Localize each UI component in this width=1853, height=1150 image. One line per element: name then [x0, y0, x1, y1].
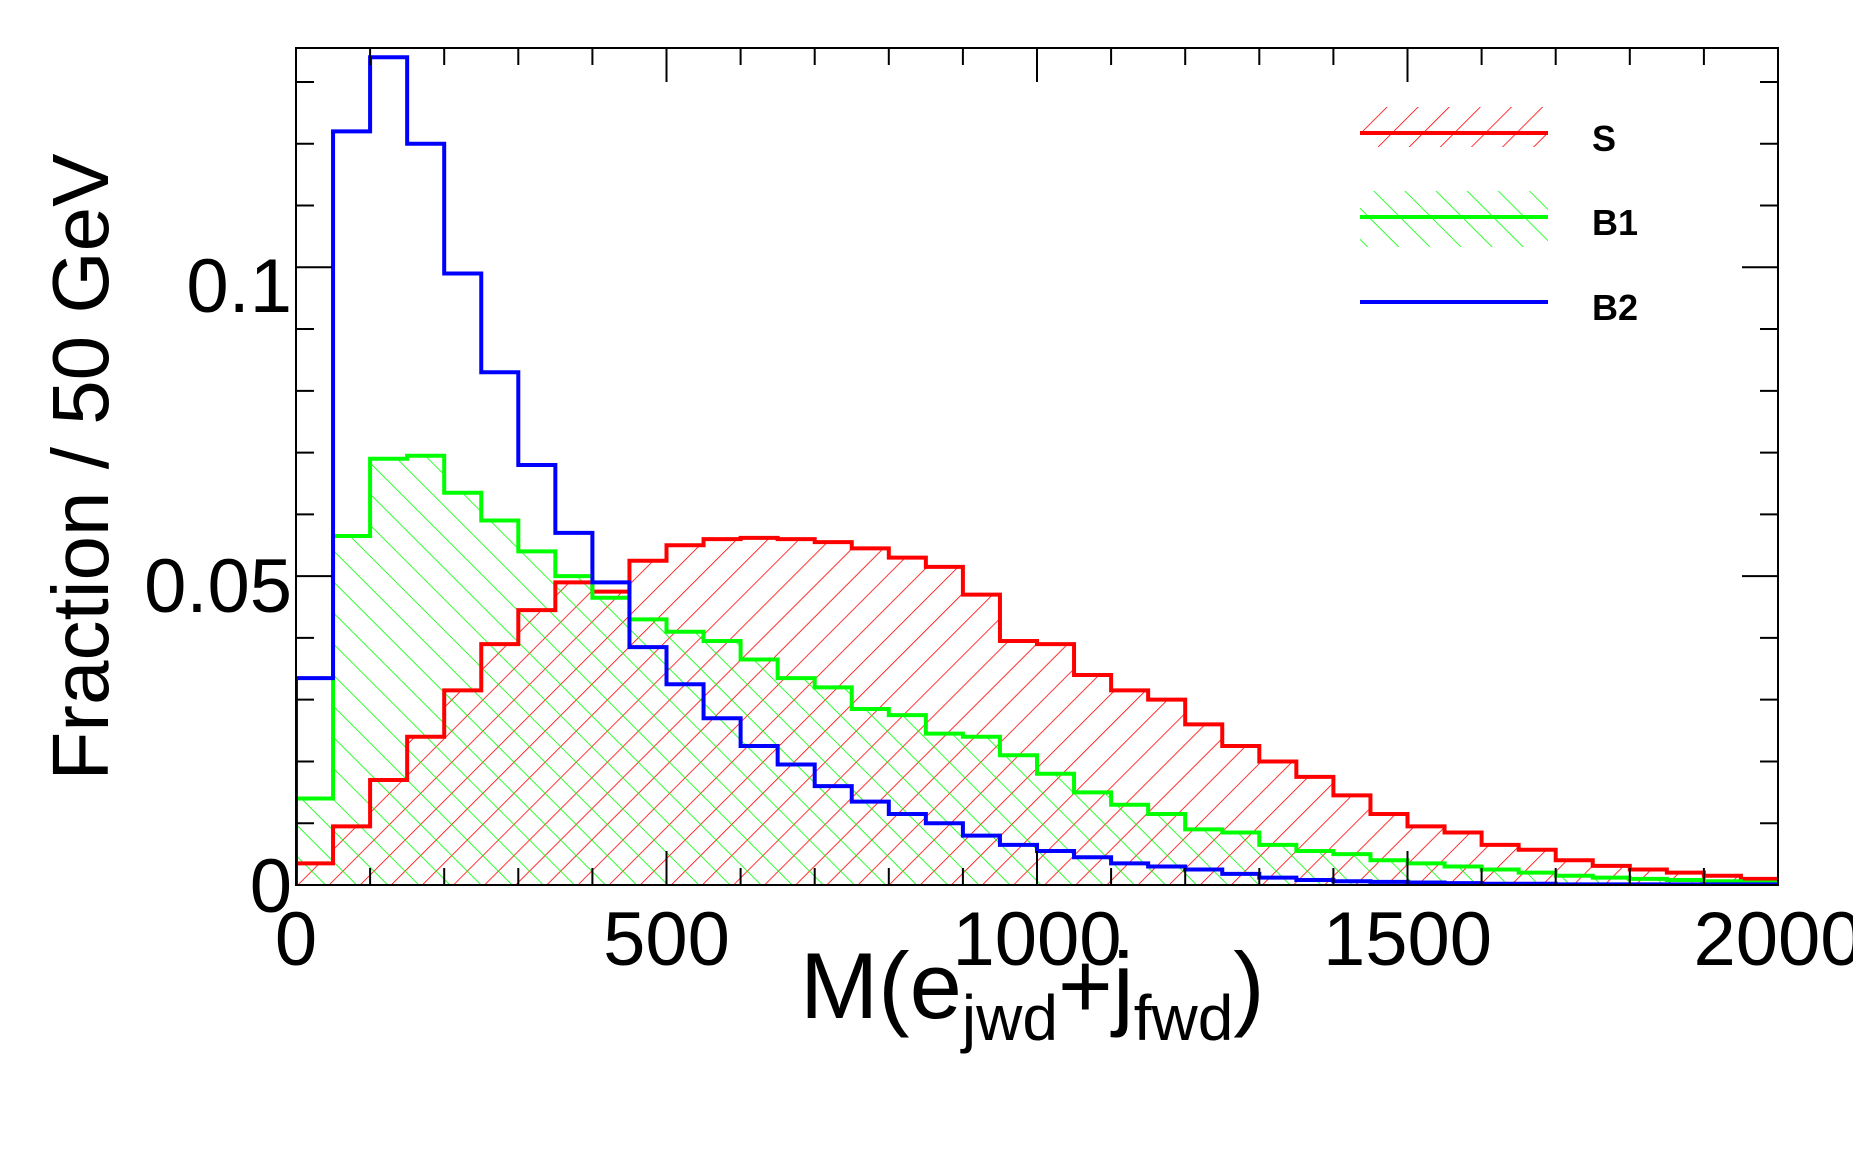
x-axis-title-main: M(e	[800, 933, 962, 1038]
x-axis-title-close: )	[1233, 933, 1264, 1038]
x-axis-title-sub2: fwd	[1134, 982, 1234, 1054]
legend-label-s: S	[1592, 118, 1616, 159]
x-tick-2000: 2000	[1693, 897, 1853, 982]
x-tick-0: 0	[275, 897, 317, 982]
x-axis-title-plus: +j	[1058, 933, 1134, 1038]
x-axis-title: M(ejwd+jfwd)	[800, 933, 1265, 1054]
series-b1-outline	[296, 453, 1778, 885]
x-tick-500: 500	[603, 897, 730, 982]
y-tick-0.05: 0.05	[144, 544, 292, 629]
y-tick-0: 0	[250, 844, 292, 929]
legend-label-b2: B2	[1592, 287, 1638, 328]
series-s-outline	[296, 535, 1778, 885]
legend-swatch-s	[1360, 107, 1548, 147]
series-b1-fill	[296, 455, 1778, 885]
x-tick-1500: 1500	[1323, 897, 1492, 982]
y-tick-0.1: 0.1	[186, 244, 292, 329]
legend-entry-b2: B2	[1360, 287, 1638, 328]
y-axis-title: Fraction / 50 GeV	[36, 153, 125, 781]
x-axis-title-sub1: jwd	[960, 982, 1058, 1054]
legend-label-b1: B1	[1592, 202, 1638, 243]
axis-ticks	[295, 48, 1779, 886]
legend-entry-s: S	[1360, 107, 1616, 159]
legend: S B1 B2	[1360, 107, 1638, 328]
x-tick-1000: 1000	[952, 897, 1121, 982]
legend-entry-b1: B1	[1360, 191, 1638, 247]
series-b2-outline	[296, 55, 1778, 885]
